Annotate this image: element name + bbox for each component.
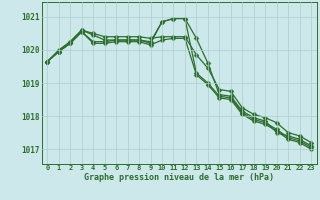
X-axis label: Graphe pression niveau de la mer (hPa): Graphe pression niveau de la mer (hPa) [84,173,274,182]
